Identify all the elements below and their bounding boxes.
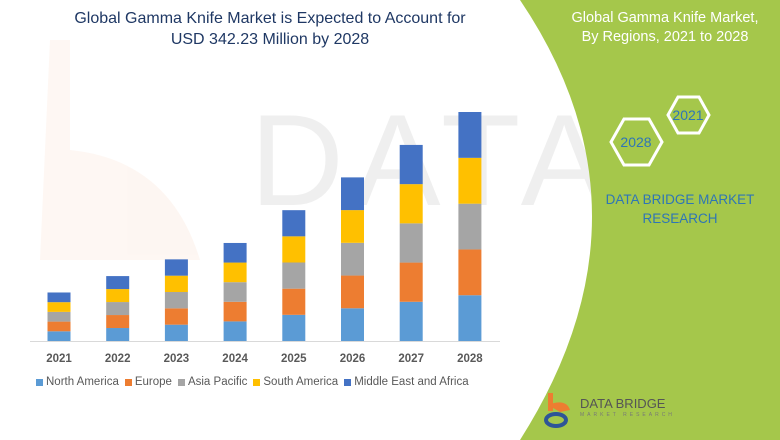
side-title-line-1: Global Gamma Knife Market, xyxy=(571,10,759,26)
chart-title: Global Gamma Knife Market is Expected to… xyxy=(20,8,520,50)
bar-2028-middle-east-and-africa xyxy=(458,112,482,158)
legend-label: Europe xyxy=(134,376,172,388)
bar-2025-europe xyxy=(282,288,306,315)
legend-item: Asia Pacific xyxy=(177,376,248,388)
logo-icon xyxy=(544,393,570,428)
x-tick-label: 2026 xyxy=(340,353,366,365)
x-tick-label: 2024 xyxy=(222,353,248,365)
bar-2022-south-america xyxy=(106,289,130,303)
hexagon-2021 xyxy=(666,95,711,135)
brand-line-2: RESEARCH xyxy=(642,211,718,226)
brand-line-1: DATA BRIDGE MARKET xyxy=(605,192,755,207)
legend-item: Europe xyxy=(124,376,172,388)
hex-label-2028: 2028 xyxy=(620,134,651,150)
x-tick-label: 2023 xyxy=(164,353,190,365)
bar-2027-asia-pacific xyxy=(399,223,423,263)
bar-2025-middle-east-and-africa xyxy=(282,210,306,237)
bar-2028-europe xyxy=(458,249,482,296)
bar-2021-south-america xyxy=(47,302,71,312)
bar-2022-middle-east-and-africa xyxy=(106,276,130,290)
bar-2027-europe xyxy=(399,262,423,302)
bar-2023-asia-pacific xyxy=(164,292,188,309)
bar-2021-asia-pacific xyxy=(47,311,71,322)
x-tick-label: 2021 xyxy=(46,353,72,365)
x-tick-label: 2022 xyxy=(105,353,131,365)
bar-2027-north-america xyxy=(399,301,423,341)
legend-label: Asia Pacific xyxy=(187,376,248,388)
bar-2026-south-america xyxy=(341,210,364,243)
x-tick-label: 2028 xyxy=(457,353,483,365)
bar-2024-middle-east-and-africa xyxy=(223,242,247,263)
bar-2027-middle-east-and-africa xyxy=(399,144,423,185)
side-title-line-2: By Regions, 2021 to 2028 xyxy=(581,29,749,45)
legend-swatch xyxy=(344,378,352,386)
hex-label-2021: 2021 xyxy=(672,107,703,123)
bar-2023-europe xyxy=(164,308,188,325)
side-panel-title: Global Gamma Knife Market, By Regions, 2… xyxy=(560,9,770,47)
bar-2025-north-america xyxy=(282,314,306,341)
legend-item: Middle East and Africa xyxy=(344,376,469,388)
title-line-1: Global Gamma Knife Market is Expected to… xyxy=(74,10,466,27)
title-line-2: USD 342.23 Million by 2028 xyxy=(170,31,370,48)
legend-label: North America xyxy=(46,376,119,388)
x-tick-label: 2025 xyxy=(281,353,307,365)
bar-2026-north-america xyxy=(341,308,364,341)
legend-swatch xyxy=(177,378,185,386)
legend: North America Europe Asia Pacific South Ame… xyxy=(36,376,469,388)
bar-2022-asia-pacific xyxy=(106,302,130,316)
bar-2023-south-america xyxy=(164,275,188,293)
legend-item: North America xyxy=(36,376,119,388)
legend-label: Middle East and Africa xyxy=(354,376,469,388)
bar-2026-middle-east-and-africa xyxy=(341,177,364,211)
bar-2024-asia-pacific xyxy=(223,282,247,302)
bar-2025-asia-pacific xyxy=(282,262,306,289)
bar-2028-south-america xyxy=(458,157,482,204)
legend-label: South America xyxy=(263,376,339,388)
green-panel xyxy=(520,0,780,440)
bar-2024-north-america xyxy=(223,321,247,341)
bar-2022-north-america xyxy=(106,328,130,341)
bar-2026-asia-pacific xyxy=(341,242,364,276)
legend-swatch xyxy=(36,378,43,386)
bar-2026-europe xyxy=(341,275,364,309)
hexagon-2028 xyxy=(609,117,664,167)
brand-text: DATA BRIDGE MARKET RESEARCH xyxy=(600,190,760,228)
legend-swatch xyxy=(124,378,132,386)
legend-item: South America xyxy=(253,376,338,388)
bar-2022-europe xyxy=(106,315,130,329)
bar-2021-europe xyxy=(47,321,71,332)
bar-2023-north-america xyxy=(164,324,188,341)
bar-2023-middle-east-and-africa xyxy=(164,259,188,276)
bar-2025-south-america xyxy=(282,236,306,263)
bar-2028-north-america xyxy=(458,295,482,341)
bar-2027-south-america xyxy=(399,184,423,224)
x-tick-label: 2027 xyxy=(398,353,424,365)
bar-2024-europe xyxy=(223,301,247,322)
logo-name: DATA BRIDGE xyxy=(580,396,666,411)
legend-swatch xyxy=(253,378,261,386)
bar-2024-south-america xyxy=(223,262,247,283)
logo-subtitle: MARKET RESEARCH xyxy=(580,412,675,418)
bar-2021-north-america xyxy=(47,331,71,341)
bar-2021-middle-east-and-africa xyxy=(47,292,71,303)
bar-2028-asia-pacific xyxy=(458,203,482,250)
